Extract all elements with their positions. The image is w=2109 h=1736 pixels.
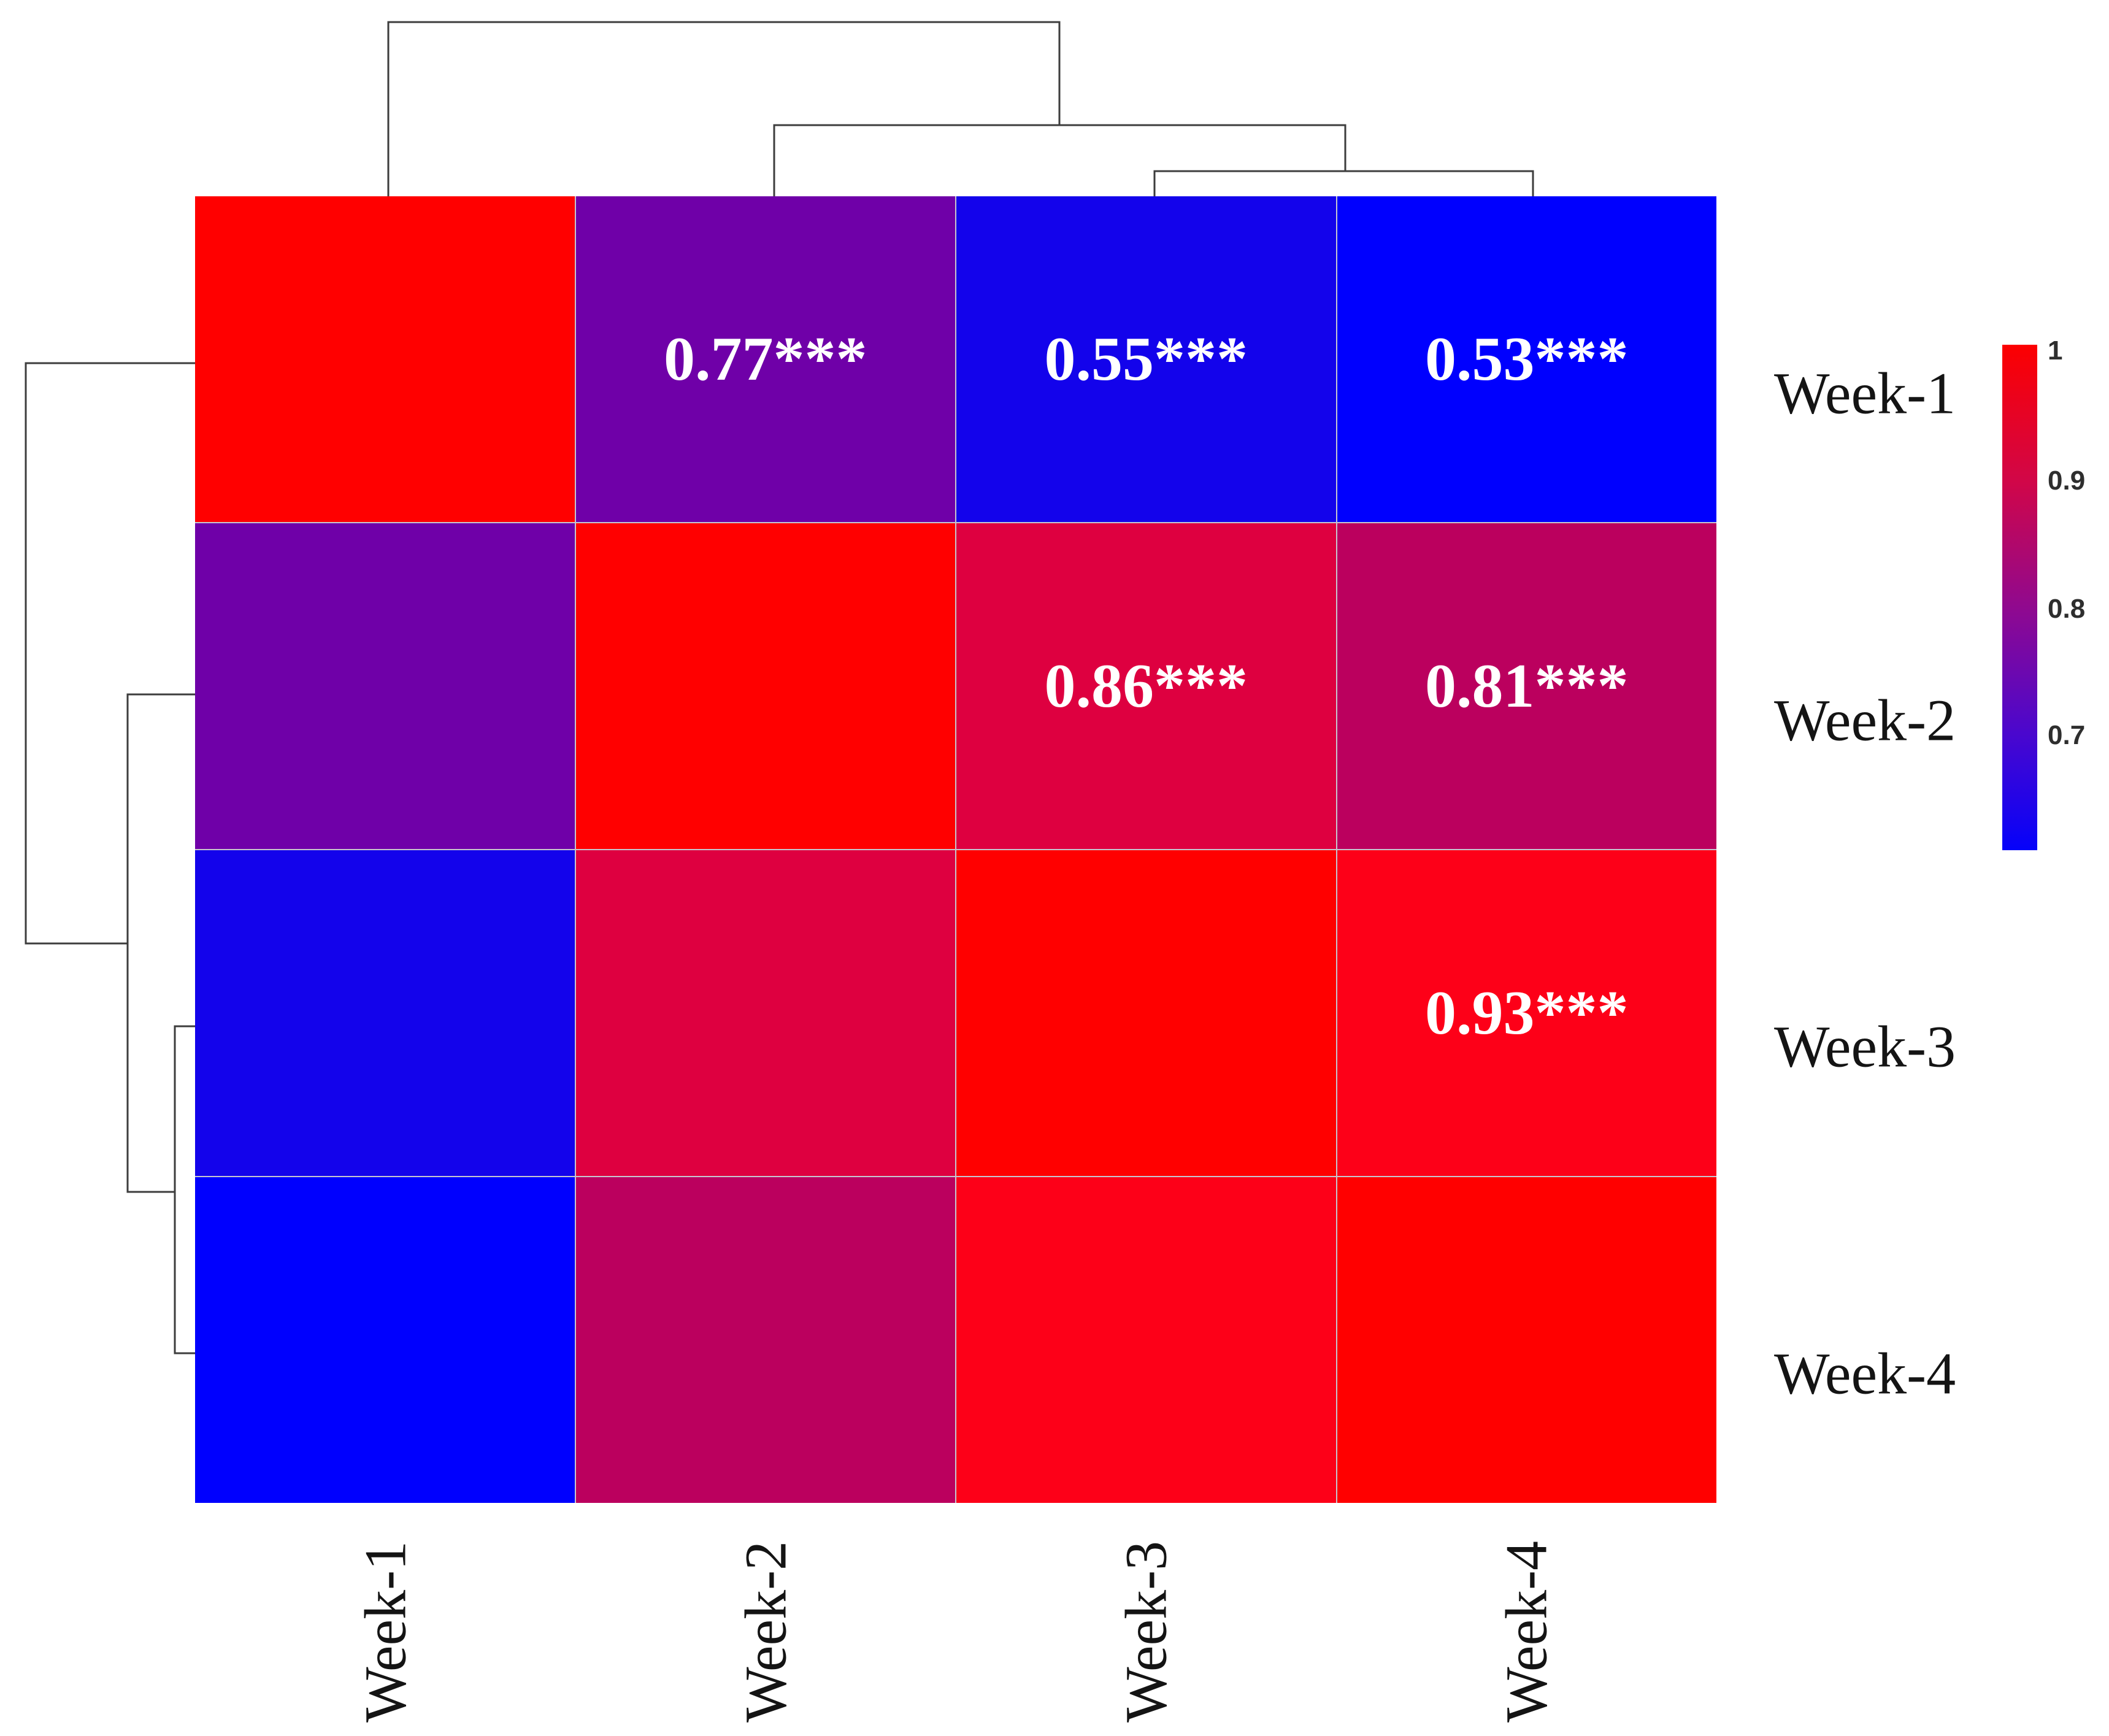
colorbar xyxy=(2002,345,2037,850)
colorbar-tick-1: 1 xyxy=(2048,335,2063,366)
column-dendrogram-link-middle xyxy=(773,124,1346,196)
column-label-Week-3: Week-3 xyxy=(1113,1540,1179,1723)
column-label-Week-4: Week-4 xyxy=(1493,1540,1559,1723)
row-dendrogram-link-outer xyxy=(25,362,195,945)
heatmap-cell-Week-4-Week-3 xyxy=(956,1177,1336,1503)
heatmap-grid: 0.77*** 0.55*** 0.53*** 0.86*** 0.81*** 0.93*… xyxy=(195,196,1716,1503)
column-dendrogram-link-inner xyxy=(1153,170,1534,196)
row-dendrogram-link-middle xyxy=(126,693,195,1193)
heatmap-cell-Week-3-Week-1 xyxy=(195,850,575,1176)
heatmap-cell-Week-2-Week-1 xyxy=(195,523,575,849)
row-dendrogram xyxy=(25,362,195,1354)
row-label-Week-1: Week-1 xyxy=(1774,360,1956,426)
colorbar-gradient xyxy=(2002,345,2037,850)
heatmap-cell-Week-1-Week-3: 0.55*** xyxy=(956,196,1336,522)
row-label-Week-2: Week-2 xyxy=(1774,687,1956,753)
row-label-Week-3: Week-3 xyxy=(1774,1013,1956,1080)
row-label-Week-4: Week-4 xyxy=(1774,1340,1956,1407)
heatmap-cell-Week-3-Week-4: 0.93*** xyxy=(1337,850,1716,1176)
column-dendrogram-link-outer xyxy=(387,21,1061,196)
heatmap-cell-Week-1-Week-1 xyxy=(195,196,575,522)
colorbar-tick-0.9: 0.9 xyxy=(2048,465,2086,496)
colorbar-tick-0.7: 0.7 xyxy=(2048,720,2086,750)
column-dendrogram xyxy=(387,21,1534,196)
column-label-Week-1: Week-1 xyxy=(352,1540,418,1723)
heatmap-cell-Week-2-Week-4: 0.81*** xyxy=(1337,523,1716,849)
heatmap-cell-Week-1-Week-2: 0.77*** xyxy=(575,196,955,522)
heatmap-cell-Week-4-Week-2 xyxy=(575,1177,955,1503)
colorbar-tick-0.8: 0.8 xyxy=(2048,593,2086,624)
heatmap-cell-Week-4-Week-1 xyxy=(195,1177,575,1503)
heatmap-cell-Week-2-Week-3: 0.86*** xyxy=(956,523,1336,849)
column-label-Week-2: Week-2 xyxy=(732,1540,799,1723)
heatmap-cell-Week-2-Week-2 xyxy=(575,523,955,849)
heatmap-cell-Week-3-Week-3 xyxy=(956,850,1336,1176)
row-dendrogram-link-inner xyxy=(174,1025,195,1354)
heatmap-cell-Week-3-Week-2 xyxy=(575,850,955,1176)
heatmap-cell-Week-4-Week-4 xyxy=(1337,1177,1716,1503)
heatmap-cell-Week-1-Week-4: 0.53*** xyxy=(1337,196,1716,522)
